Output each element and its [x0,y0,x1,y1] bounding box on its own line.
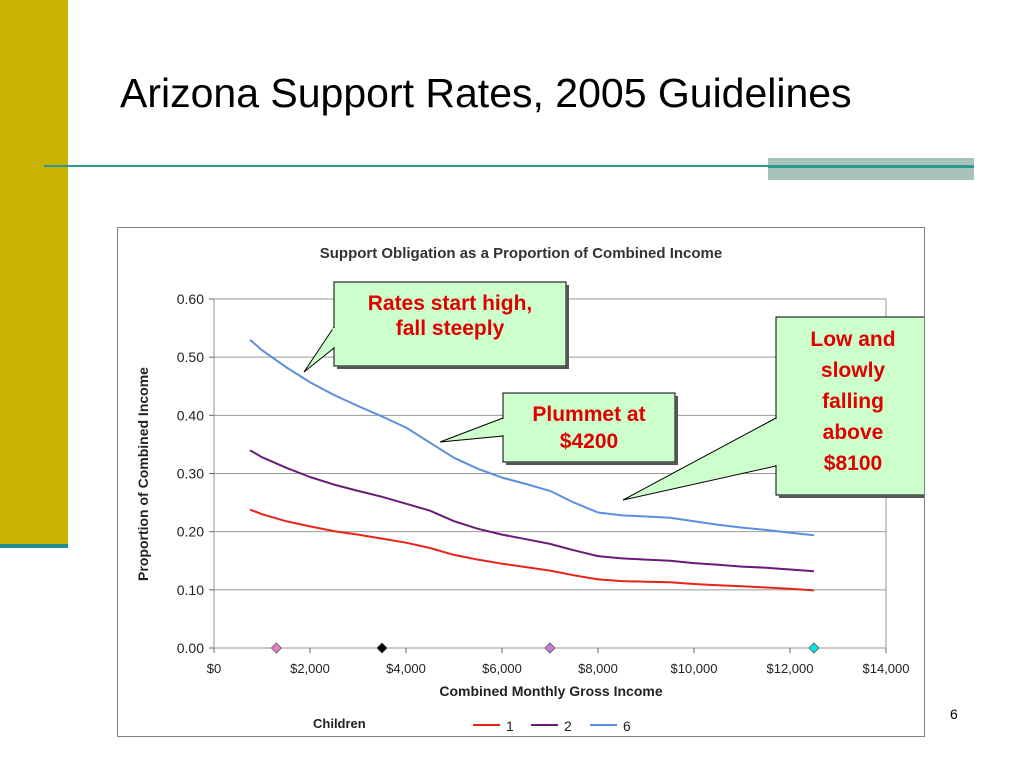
callout-shadow [779,495,924,498]
callout-text-line: Plummet at [532,403,645,426]
chart-svg: Support Obligation as a Proportion of Co… [135,245,924,734]
x-axis-label: Combined Monthly Gross Income [439,683,662,699]
x-tick-label: $4,000 [386,661,426,676]
y-tick-label: 0.10 [177,582,204,598]
slide-side-bar [0,0,68,546]
series-line-1 [249,508,815,592]
x-tick-label: $2,000 [290,661,330,676]
legend-label: 6 [623,718,631,734]
callout-shadow [675,396,678,465]
y-tick-label: 0.30 [177,466,204,482]
callout-shadow [566,285,569,369]
axis-marker [270,642,282,654]
x-tick-label: $6,000 [482,661,522,676]
callout-shadow [337,366,569,369]
callout-text-line: Low and [810,328,895,351]
slide-title: Arizona Support Rates, 2005 Guidelines [120,70,852,116]
series-line-2 [249,449,815,573]
title-rule [44,165,974,167]
y-tick-label: 0.40 [177,407,204,423]
y-tick-label: 0.20 [177,524,204,540]
series-line-6 [249,338,815,537]
y-tick-label: 0.60 [177,291,204,307]
legend-label: 2 [564,718,572,734]
x-tick-label: $12,000 [767,661,814,676]
legend-title: Children [313,716,366,731]
callout-text-line: $4200 [560,430,618,453]
title-accent-block [768,158,974,180]
callout-text-line: $8100 [824,452,882,475]
axis-marker [808,642,820,654]
callout-pointer [439,417,504,443]
callout-box [333,281,567,367]
callout-text-line: fall steeply [396,317,505,340]
callout-shadow [506,462,678,465]
callout-box [775,316,924,496]
x-tick-label: $10,000 [671,661,718,676]
x-tick-label: $8,000 [578,661,618,676]
y-tick-label: 0.50 [177,349,204,365]
axis-marker [544,642,556,654]
callout-text-line: slowly [821,359,886,382]
chart-title: Support Obligation as a Proportion of Co… [320,245,723,262]
callout-text-line: falling [822,390,884,413]
slide-number: 6 [950,706,958,722]
side-bar-accent-line [0,544,68,548]
callout-text-line: Rates start high, [368,292,533,315]
axis-marker [376,642,388,654]
x-tick-label: $14,000 [863,661,910,676]
title-accent-stripe [768,166,974,168]
y-axis-label: Proportion of Combined Income [135,367,151,581]
y-tick-label: 0.00 [177,640,204,656]
legend-label: 1 [506,718,514,734]
callout-text-line: above [823,421,884,444]
callout-box [502,392,676,463]
x-tick-label: $0 [207,661,221,676]
callout-pointer [303,325,335,373]
chart-frame: Support Obligation as a Proportion of Co… [117,227,925,737]
